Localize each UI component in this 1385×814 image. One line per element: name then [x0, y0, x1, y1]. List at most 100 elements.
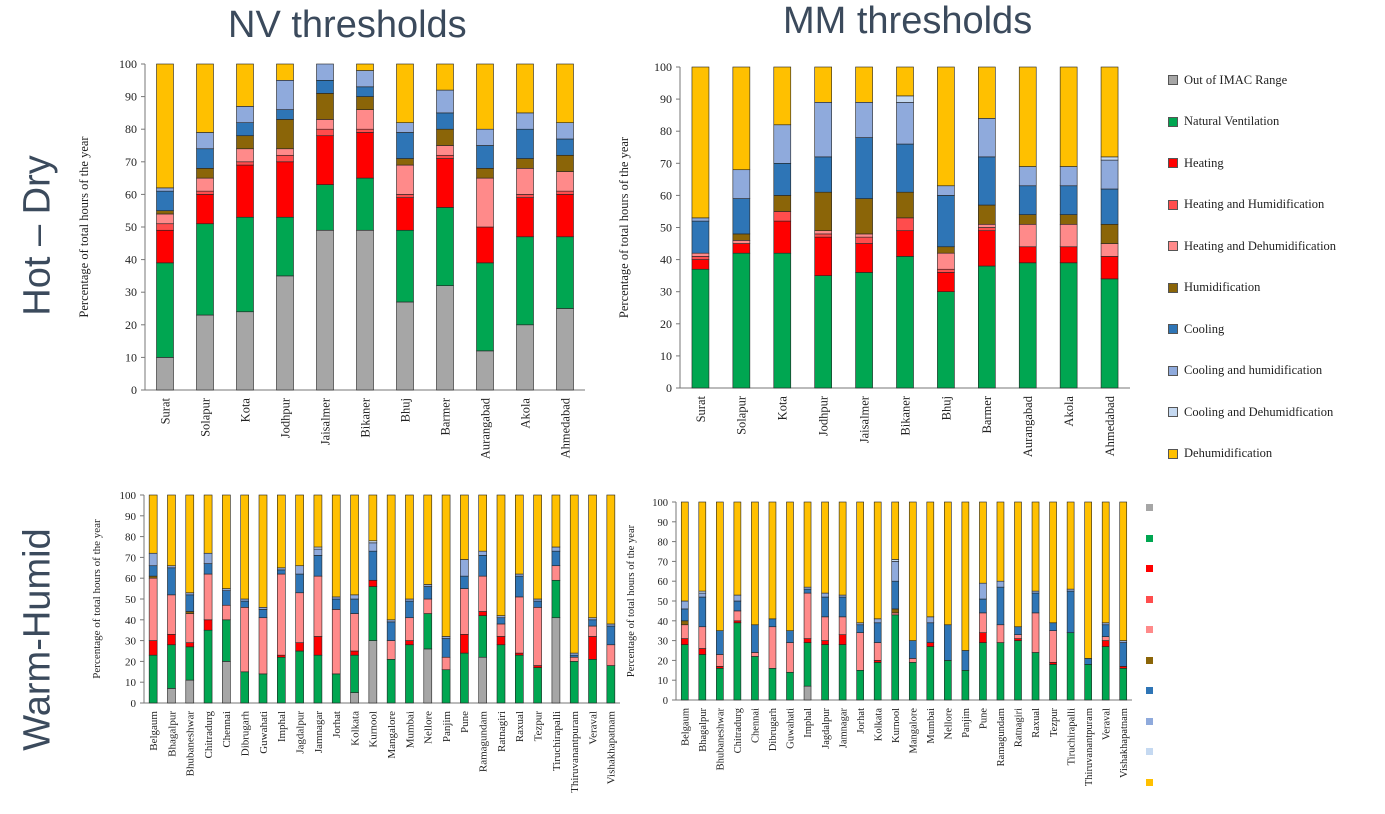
bar-segment-dehumidification	[937, 66, 955, 187]
x-category-label: Kolkata	[873, 708, 884, 742]
bar-segment-dehumidification	[733, 501, 742, 596]
bar-segment-natural-ventilation	[937, 291, 955, 389]
bar-segment-dehumidification	[556, 63, 574, 123]
bar-segment-natural-ventilation	[203, 629, 213, 704]
legend-item-out-of-imac-range: Out of IMAC Range	[1168, 72, 1287, 88]
bar-segment-out-of-imac-range	[396, 301, 414, 391]
bar-segment-heating-and-dehumidification	[996, 624, 1005, 643]
bar-segment-cooling-and-humidification	[1100, 159, 1119, 190]
bar-segment-heating	[855, 243, 873, 273]
bar-segment-cooling	[891, 580, 900, 610]
bar-segment-natural-ventilation	[148, 654, 158, 704]
bar-segment-natural-ventilation	[276, 216, 294, 277]
x-category-label: Ahmedabad	[1103, 395, 1117, 456]
bar-segment-cooling-and-humidification	[821, 592, 829, 598]
bar-segment-cooling	[316, 79, 334, 94]
mini-legend-swatch-humidification	[1146, 656, 1153, 664]
bar-segment-cooling-and-humidification	[316, 63, 334, 81]
bar-segment-cooling	[961, 650, 970, 671]
x-category-label: Solapur	[198, 397, 212, 437]
y-tick-label: 60	[660, 188, 672, 202]
bar-segment-natural-ventilation	[1119, 668, 1128, 701]
bar-segment-heating-and-dehumidification	[803, 592, 812, 639]
legend-item-heating-and-humidification: Heating and Humidification	[1168, 197, 1324, 213]
bar-segment-dehumidification	[167, 494, 176, 567]
y-tick-label: 80	[658, 538, 669, 549]
x-category-label: Vishakhapatnam	[606, 711, 618, 785]
bar-segment-cooling	[460, 575, 469, 589]
bar-segment-dehumidification	[896, 66, 914, 97]
warm-humid-row-label: Warm-Humid	[16, 528, 59, 751]
bar-segment-dehumidification	[331, 494, 341, 598]
bar-segment-cooling	[569, 654, 579, 658]
mm-warm-humid-chart: 0 10 20 30 40 50 60 70 80 90 100 Percentage of tota…	[626, 498, 1132, 786]
bar-segment-natural-ventilation	[751, 656, 759, 701]
mini-legend-swatch-cooling-and-humidification	[1146, 717, 1153, 725]
bar-segment-heating-and-dehumidification	[1100, 243, 1119, 257]
bar-segment-natural-ventilation	[978, 265, 996, 389]
bar-segment-cooling	[786, 630, 794, 643]
bar-segment-natural-ventilation	[838, 644, 847, 701]
y-tick-label: 80	[125, 122, 137, 136]
bar-segment-cooling	[1031, 592, 1040, 614]
x-category-label: Tezpur	[1049, 707, 1060, 737]
bar-segment-cooling-and-humidification	[478, 550, 487, 556]
bar-segment-dehumidification	[356, 63, 374, 71]
y-tick-label: 0	[666, 381, 672, 395]
y-tick-label: 50	[125, 220, 137, 234]
legend-swatch	[1168, 448, 1178, 459]
bar-segment-cooling	[156, 190, 174, 211]
nv-hot-dry-chart: 0 10 20 30 40 50 60 70 80 90 100 Percentage of tota…	[77, 57, 585, 459]
bar-segment-cooling-and-dehumidfication	[313, 546, 323, 550]
bar-segment-dehumidification	[856, 501, 864, 624]
x-category-label: Dibrugarh	[240, 711, 252, 757]
legend-label: Natural Ventilation	[1184, 114, 1280, 128]
bar-segment-dehumidification	[196, 63, 214, 133]
bar-segment-heating-and-humidification	[236, 161, 254, 166]
bar-segment-cooling	[768, 618, 777, 628]
bar-segment-natural-ventilation	[222, 619, 231, 662]
bar-segment-cooling	[979, 598, 987, 614]
y-tick-label: 100	[119, 57, 137, 71]
legend-label: Cooling and Dehumidfication	[1184, 404, 1334, 419]
bar-segment-heating-and-humidification	[978, 227, 996, 232]
legend-swatch	[1168, 282, 1178, 293]
bar-segment-heating-and-dehumidification	[978, 223, 996, 228]
mm-hot-dry-chart: 0 10 20 30 40 50 60 70 80 90 100 Percentage of tota…	[617, 60, 1130, 457]
bar-segment-cooling-and-humidification	[996, 580, 1005, 588]
bar-segment-natural-ventilation	[855, 272, 873, 389]
x-category-label: Mumbai	[404, 711, 416, 748]
y-tick-label: 90	[658, 518, 669, 529]
bar-segment-cooling	[1119, 642, 1128, 667]
bar-segment-humidification	[436, 128, 454, 146]
mini-legend-swatch-dehumidification	[1146, 778, 1153, 786]
bar-segment-dehumidification	[1014, 501, 1022, 628]
bar-segment-heating-and-dehumidification	[716, 654, 724, 667]
bar-segment-cooling-and-humidification	[606, 623, 616, 627]
bar-segment-humidification	[156, 210, 174, 215]
bar-segment-dehumidification	[926, 501, 935, 618]
bar-segment-cooling	[386, 621, 396, 641]
x-category-label: Jamnagar	[838, 707, 849, 748]
x-category-label: Raxual	[1031, 708, 1042, 738]
bar-segment-heating-and-dehumidification	[606, 644, 616, 666]
bar-segment-dehumidification	[396, 63, 414, 123]
bar-segment-heating-and-dehumidification	[821, 616, 829, 641]
bar-segment-heating	[896, 230, 914, 257]
bar-segment-heating-and-dehumidification	[331, 609, 341, 675]
bar-segment-heating-and-dehumidification	[908, 658, 917, 663]
bar-segment-heating	[773, 220, 792, 254]
bar-segment-cooling-and-humidification	[733, 594, 742, 602]
bar-segment-heating-and-dehumidification	[478, 575, 487, 612]
bar-segment-heating-and-dehumidification	[733, 610, 742, 622]
bar-segment-natural-ventilation	[1031, 652, 1040, 701]
x-category-label: Bhuj	[939, 396, 953, 420]
bar-segment-out-of-imac-range	[185, 679, 195, 704]
bar-segment-dehumidification	[814, 66, 832, 103]
x-category-label: Belgaum	[148, 711, 160, 751]
legend-label: Heating and Dehumidification	[1184, 238, 1337, 253]
bar-segment-cooling-and-humidification	[551, 546, 561, 552]
x-category-label: Bikaner	[898, 395, 912, 435]
bar-segment-dehumidification	[891, 501, 900, 560]
bar-segment-dehumidification	[732, 66, 751, 171]
